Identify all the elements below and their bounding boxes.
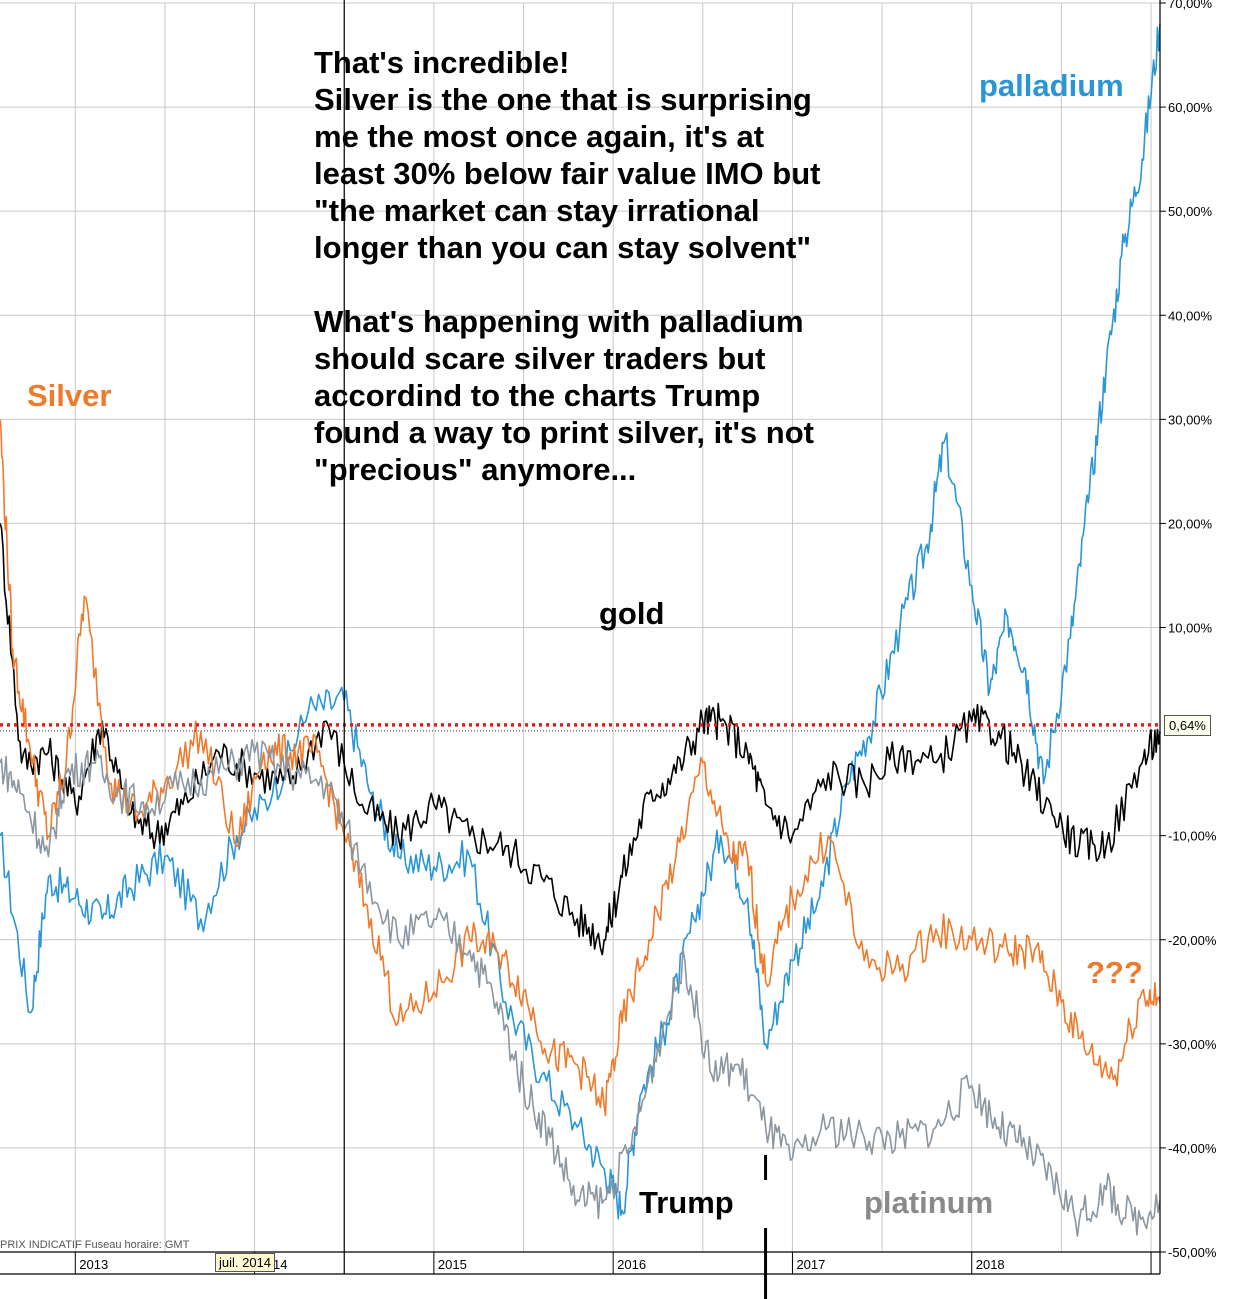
trump-marker-label: Trump [639,1185,734,1220]
commentary-note: That's incredible! Silver is the one tha… [314,45,821,487]
series-label-gold: gold [599,596,665,631]
y-tick-label: -40,00% [1168,1141,1217,1156]
series-layer [0,23,1161,1237]
y-tick-label: -30,00% [1168,1037,1217,1052]
x-tick-label: 2016 [617,1257,646,1272]
series-line-platinum [0,738,1161,1237]
y-tick-label: 50,00% [1168,204,1213,219]
cursor-date-badge: juil. 2014 [215,1253,276,1272]
y-tick-label: 20,00% [1168,516,1213,531]
series-line-gold [0,523,1161,956]
y-tick-label: -50,00% [1168,1245,1217,1260]
x-tick-label: 2017 [796,1257,825,1272]
axes: 20132014201520162017201870,00%60,00%50,0… [0,0,1217,1299]
last-value-badge: 0,64% [1164,715,1211,736]
x-tick-label: 2015 [438,1257,467,1272]
y-tick-label: -10,00% [1168,829,1217,844]
series-label-silver: Silver [27,378,112,413]
y-tick-label: 10,00% [1168,621,1213,636]
x-tick-label: 2018 [976,1257,1005,1272]
y-tick-label: -20,00% [1168,933,1217,948]
series-line-palladium [0,23,1161,1220]
series-line-silver [0,419,1161,1117]
y-tick-label: 60,00% [1168,100,1213,115]
y-tick-label: 30,00% [1168,412,1213,427]
y-tick-label: 70,00% [1168,0,1213,11]
price-footnote: PRIX INDICATIF Fuseau horaire: GMT [0,1239,190,1251]
x-tick-label: 2013 [79,1257,108,1272]
series-label-palladium: palladium [979,68,1124,103]
question-marks-label: ??? [1086,955,1143,990]
series-label-platinum: platinum [864,1185,994,1220]
y-tick-label: 40,00% [1168,308,1213,323]
